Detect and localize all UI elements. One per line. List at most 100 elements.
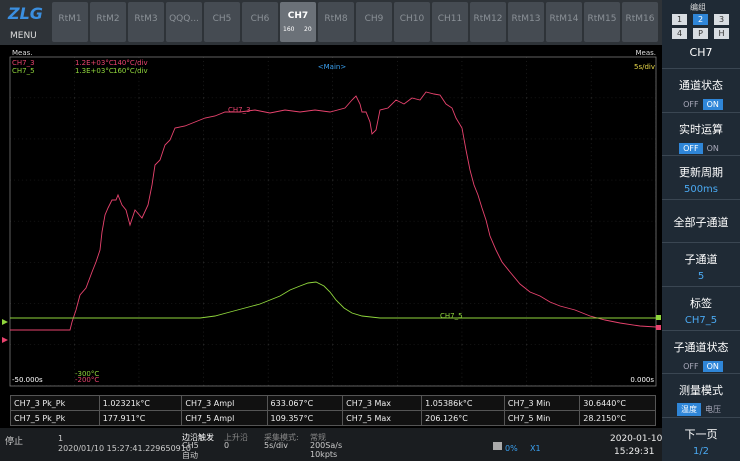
- trace: [10, 91, 657, 331]
- tab-label: RtM2: [96, 14, 120, 24]
- zoom: X1: [530, 444, 541, 453]
- option[interactable]: OFF: [679, 142, 703, 154]
- option[interactable]: ON: [706, 143, 719, 153]
- option[interactable]: OFF: [683, 100, 699, 109]
- item-options: 温度 电压: [662, 402, 740, 417]
- tab-label: CH9: [364, 14, 384, 24]
- tab-label: RtM13: [511, 14, 541, 24]
- storage-icon: [493, 442, 502, 450]
- panel-item[interactable]: 更新周期 500ms: [662, 155, 740, 199]
- measurement-cell: 177.911°C: [98, 410, 183, 426]
- measurement-cell: CH7_3 Max: [342, 395, 423, 411]
- tab[interactable]: RtM3: [128, 2, 164, 42]
- panel-item[interactable]: 测量模式温度 电压: [662, 373, 740, 417]
- tab-detail: 160: [283, 26, 295, 33]
- option[interactable]: 温度: [677, 403, 701, 417]
- tab[interactable]: RtM2: [90, 2, 126, 42]
- timestamp: 2020/01/10 15:27:41.229650910: [58, 444, 191, 453]
- channel-marker: [2, 319, 8, 325]
- edge-title: 上升沿: [224, 433, 248, 442]
- tab[interactable]: CH10: [394, 2, 430, 42]
- item-label: 测量模式: [679, 384, 723, 398]
- tab[interactable]: CH6: [242, 2, 278, 42]
- trace: [10, 281, 656, 319]
- waveform-screen: Meas. Meas. CH7_3 1.2E+03°C 140°C/div CH…: [2, 49, 661, 387]
- tab[interactable]: RtM1: [52, 2, 88, 42]
- measurement-row: CH7_3 Pk_Pk 1.02321k°C CH7_3 Ampl 633.067°C…: [10, 395, 656, 411]
- acquire-mode: 常规: [310, 433, 326, 442]
- x-end: 0.000s: [630, 376, 654, 384]
- tab[interactable]: CH9: [356, 2, 392, 42]
- tab[interactable]: RtM12: [470, 2, 506, 42]
- panel-item[interactable]: 通道状态 OFF ON: [662, 68, 740, 112]
- channel-name: CH7_5: [12, 67, 35, 75]
- date: 2020-01-10: [610, 434, 663, 444]
- channel-marker: [656, 315, 661, 320]
- item-options: OFF ON: [662, 141, 740, 154]
- trace-label: CH7_5: [440, 312, 463, 320]
- option[interactable]: ON: [702, 99, 723, 110]
- tab[interactable]: CH11: [432, 2, 468, 42]
- x-start: -50.000s: [12, 376, 43, 384]
- channel-bottom: -300°C: [75, 370, 99, 378]
- menu-button[interactable]: MENU: [10, 31, 37, 41]
- group-button[interactable]: H: [714, 28, 729, 39]
- option[interactable]: ON: [702, 360, 723, 372]
- measurement-cell: CH7_5 Ampl: [181, 410, 268, 426]
- item-label: 标签: [690, 297, 712, 310]
- tab-label: RtM1: [58, 14, 82, 24]
- panel-item[interactable]: 实时运算 OFF ON: [662, 111, 740, 156]
- item-value: CH7_5: [684, 315, 718, 326]
- option[interactable]: OFF: [683, 361, 699, 371]
- logo: ZLG: [8, 4, 43, 23]
- trace-label: CH7_3: [228, 106, 251, 114]
- timebase-label: <Main>: [318, 63, 347, 71]
- tab[interactable]: RtM13: [508, 2, 544, 42]
- tab-label: RtM8: [324, 14, 348, 24]
- tab[interactable]: RtM8: [318, 2, 354, 42]
- channel-name: CH7_3: [12, 59, 35, 67]
- channel-offset: 1.2E+03°C: [75, 59, 114, 67]
- acquire-timebase: 5s/div: [264, 441, 288, 450]
- group-button[interactable]: 4: [672, 28, 687, 39]
- tab-label: CH10: [399, 14, 425, 24]
- frame-index: 1: [58, 434, 64, 443]
- item-label: 实时运算: [679, 122, 723, 136]
- panel-item[interactable]: 下一页 1/2: [662, 416, 740, 461]
- item-label: 通道状态: [679, 79, 723, 92]
- panel-title: CH7: [689, 46, 713, 59]
- item-options: OFF ON: [662, 97, 740, 110]
- panel-item[interactable]: 全部子通道: [662, 198, 740, 243]
- tab[interactable]: QQQ...: [166, 2, 202, 42]
- group-title: 编组: [690, 3, 706, 12]
- measurement-cell: 633.067°C: [266, 395, 344, 411]
- trigger-source: CH5: [182, 441, 199, 450]
- measurement-cell: CH7_5 Pk_Pk: [10, 410, 100, 426]
- measurement-cell: 28.2150°C: [579, 410, 656, 426]
- option[interactable]: 电压: [705, 405, 721, 415]
- group-button[interactable]: P: [693, 28, 708, 39]
- item-label: 子通道状态: [673, 340, 729, 354]
- tab[interactable]: RtM14: [546, 2, 582, 42]
- panel-item[interactable]: 子通道状态 OFF ON: [662, 329, 740, 374]
- tab-label: CH11: [437, 14, 463, 24]
- channel-offset: 1.3E+03°C: [75, 67, 114, 75]
- tab-label: RtM15: [587, 14, 617, 24]
- group-button[interactable]: 2: [693, 14, 708, 25]
- tab[interactable]: RtM15: [584, 2, 620, 42]
- panel-item[interactable]: 标签 CH7_5: [662, 286, 740, 330]
- meas-label: Meas.: [635, 49, 656, 57]
- tab-label: RtM3: [134, 14, 158, 24]
- tab[interactable]: CH7 160 20: [280, 2, 316, 42]
- measurement-cell: 109.357°C: [266, 410, 344, 426]
- tab[interactable]: RtM16: [622, 2, 658, 42]
- run-state[interactable]: 停止: [5, 437, 24, 447]
- measurement-cell: CH7_3 Ampl: [181, 395, 268, 411]
- item-options: OFF ON: [662, 359, 740, 372]
- tab[interactable]: CH5: [204, 2, 240, 42]
- group-button[interactable]: 1: [672, 14, 687, 25]
- panel-item[interactable]: 子通道 5: [662, 242, 740, 286]
- item-label: 全部子通道: [673, 215, 729, 229]
- timebase: 5s/div: [634, 63, 655, 71]
- group-button[interactable]: 3: [714, 14, 729, 25]
